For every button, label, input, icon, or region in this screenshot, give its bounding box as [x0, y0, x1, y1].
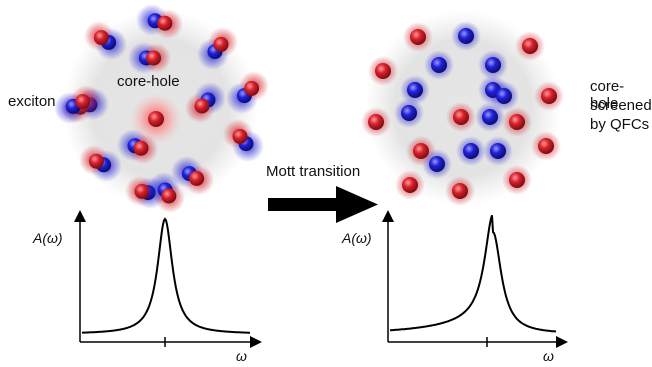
label-core-hole: core-hole — [117, 73, 180, 90]
hole-particle — [368, 56, 398, 86]
electron-particle — [394, 98, 424, 128]
electron-particle — [478, 50, 508, 80]
left-spectral-curve — [81, 217, 250, 334]
exciton — [79, 145, 122, 182]
exciton — [128, 42, 171, 74]
label-exciton: exciton — [8, 93, 56, 110]
hole-particle — [395, 170, 425, 200]
exciton — [171, 156, 214, 195]
hole-particle — [531, 131, 561, 161]
exciton — [197, 27, 238, 70]
hole-particle — [403, 22, 433, 52]
electron-particle — [456, 136, 486, 166]
right-spectral-curve — [389, 215, 557, 333]
mott-transition-arrow — [268, 186, 378, 223]
core-hole-particle — [148, 111, 164, 127]
exciton — [185, 82, 226, 123]
right-particles — [361, 21, 564, 206]
exciton — [226, 71, 269, 114]
hole-particle — [515, 31, 545, 61]
hole-particle — [534, 81, 564, 111]
label-screened-1: core-hole — [590, 78, 625, 112]
left-cloud-group — [54, 4, 269, 213]
label-screened-3: by QFCs — [590, 116, 650, 133]
electron-particle — [422, 149, 452, 179]
electron-particle — [424, 50, 454, 80]
hole-particle — [502, 107, 532, 137]
electron-particle — [483, 136, 513, 166]
right-xlabel: ω — [543, 348, 554, 364]
exciton — [136, 4, 183, 39]
right-ylabel: A(ω) — [342, 230, 372, 246]
hole-particle — [445, 176, 475, 206]
left-xlabel: ω — [236, 348, 247, 364]
left-ylabel: A(ω) — [33, 230, 63, 246]
label-screened-2: screened — [590, 97, 652, 114]
exciton — [54, 85, 101, 124]
electron-particle — [489, 81, 519, 111]
label-mott-transition: Mott transition — [266, 163, 361, 180]
exciton — [148, 172, 185, 213]
right-spectrum-plot — [382, 210, 568, 348]
hole-particle — [446, 102, 476, 132]
exciton — [223, 119, 264, 162]
hole-particle — [361, 107, 391, 137]
hole-particle — [502, 165, 532, 195]
electron-particle — [451, 21, 481, 51]
exciton — [117, 129, 158, 164]
exciton — [84, 21, 127, 60]
left-spectrum-plot — [74, 210, 262, 348]
right-cloud-group — [361, 10, 564, 206]
electron-particle — [400, 75, 430, 105]
left-excitons — [54, 4, 269, 213]
